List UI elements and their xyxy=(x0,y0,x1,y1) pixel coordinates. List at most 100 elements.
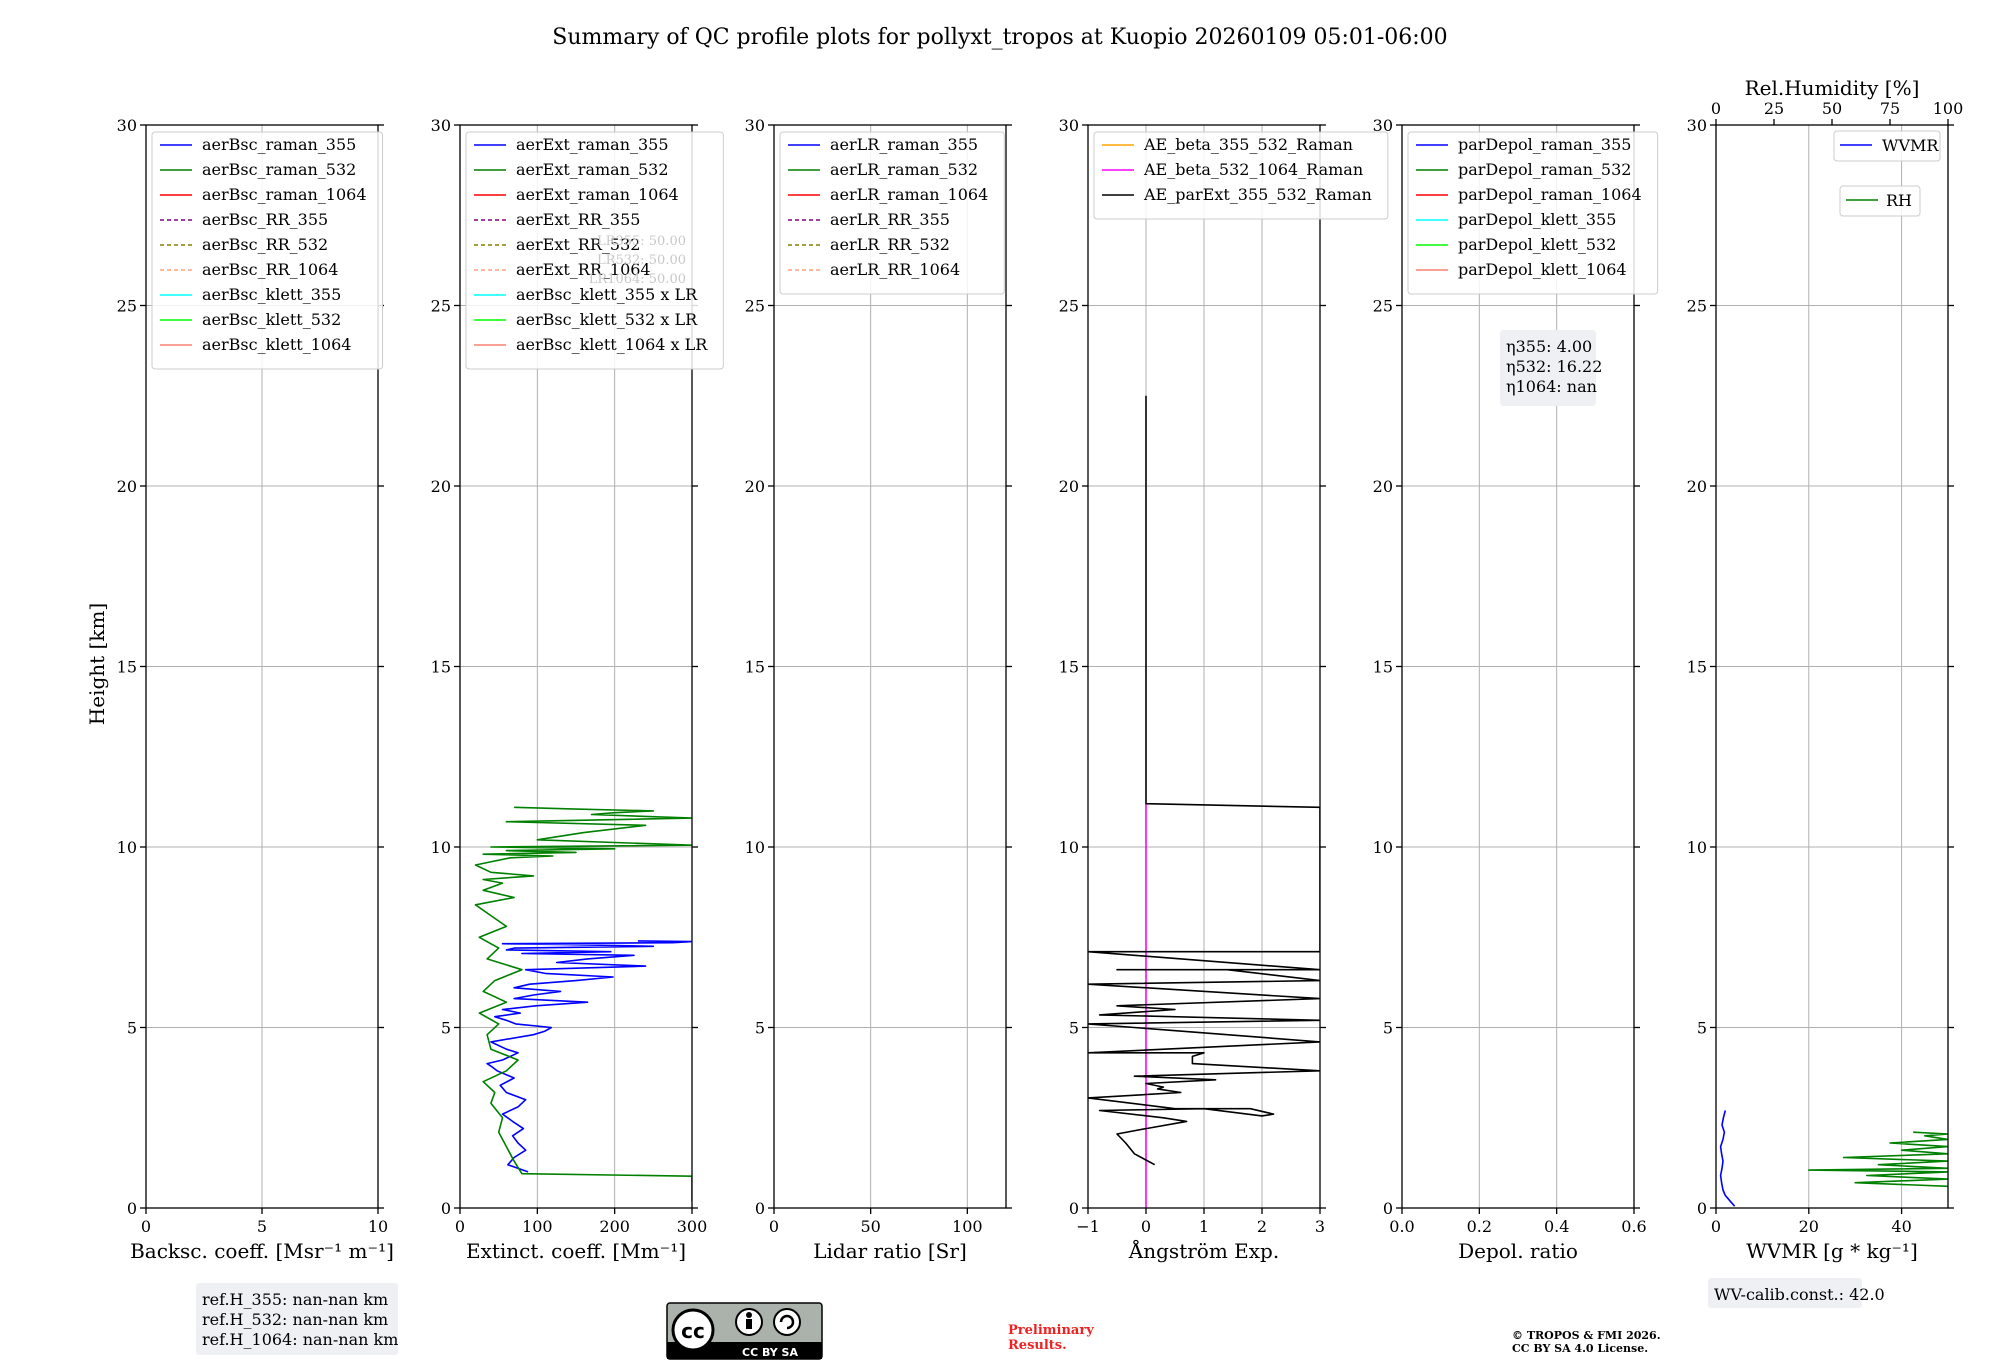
cc-icon xyxy=(671,1308,715,1352)
legend-label: aerBsc_raman_532 xyxy=(202,160,356,179)
legend-label: aerExt_RR_532 xyxy=(516,235,640,254)
reference-height-box-line: ref.H_532: nan-nan km xyxy=(202,1310,388,1329)
legend-label: parDepol_klett_1064 xyxy=(1458,260,1627,279)
y-tick-label: 10 xyxy=(1373,838,1393,857)
footer: cc CC BY SA Preliminary Results. © TROPO… xyxy=(666,1302,1661,1360)
y-tick-label: 20 xyxy=(745,477,765,496)
y-tick-label: 30 xyxy=(1373,116,1393,135)
legend-label: aerLR_raman_355 xyxy=(830,135,978,154)
top-x-tick-label: 0 xyxy=(1711,99,1721,118)
y-tick-label: 20 xyxy=(1059,477,1079,496)
legend-label: parDepol_raman_1064 xyxy=(1458,185,1642,204)
series-group xyxy=(1719,1110,1948,1207)
y-tick-label: 10 xyxy=(1059,838,1079,857)
legend-label: aerBsc_raman_355 xyxy=(202,135,356,154)
y-tick-label: 5 xyxy=(441,1019,451,1038)
panel-backscatter: 0 5 10 0 5 10 15 20 25 30 Backsc. coeff. [Msr⁻¹ m⁻… xyxy=(117,116,394,1263)
x-tick-label: 20 xyxy=(1799,1217,1819,1236)
panel-lidar_ratio: 0 50 100 0 5 10 15 20 25 30 Lidar ratio [Sr] aerLR_… xyxy=(745,116,1012,1263)
x-axis-label: Lidar ratio [Sr] xyxy=(813,1239,967,1263)
eta-box-line: η1064: nan xyxy=(1506,377,1597,396)
y-tick-label: 20 xyxy=(431,477,451,496)
x-tick-label: 0.6 xyxy=(1621,1217,1646,1236)
series-line-AE_parExt_355_532_Raman xyxy=(1088,395,1320,1166)
figure-title: Summary of QC profile plots for pollyxt_… xyxy=(552,25,1447,50)
legend-label: AE_parExt_355_532_Raman xyxy=(1143,185,1372,204)
results-label: Results. xyxy=(1008,1338,1067,1353)
legend-frame xyxy=(151,131,384,370)
panel-extinction: 0 100 200 300 0 5 10 15 20 25 30 Extinct. coeff. [M… xyxy=(431,116,724,1263)
legend-label: aerBsc_RR_355 xyxy=(202,210,328,229)
eta-box-line: η532: 16.22 xyxy=(1506,357,1602,376)
y-tick-label: 25 xyxy=(1059,297,1079,316)
x-tick-label: 0 xyxy=(1711,1217,1721,1236)
y-tick-label: 15 xyxy=(1373,658,1393,677)
y-tick-label: 10 xyxy=(745,838,765,857)
x-tick-label: 3 xyxy=(1315,1217,1325,1236)
x-tick-label: 0.2 xyxy=(1467,1217,1492,1236)
legend-label: aerBsc_RR_532 xyxy=(202,235,328,254)
copyright-line: © TROPOS & FMI 2026. xyxy=(1512,1329,1661,1342)
y-tick-label: 20 xyxy=(1373,477,1393,496)
x-tick-label: 50 xyxy=(860,1217,880,1236)
legend-label: aerExt_raman_355 xyxy=(516,135,669,154)
legend-label: RH xyxy=(1886,191,1912,210)
legend-label: parDepol_klett_355 xyxy=(1458,210,1616,229)
y-tick-label: 10 xyxy=(1687,838,1707,857)
eta-box-line: η355: 4.00 xyxy=(1506,337,1592,356)
top-x-tick-label: 100 xyxy=(1933,99,1964,118)
y-tick-label: 15 xyxy=(1059,658,1079,677)
top-x-tick-label: 75 xyxy=(1880,99,1900,118)
y-tick-label: 20 xyxy=(117,477,137,496)
preliminary-label: Preliminary xyxy=(1008,1323,1094,1338)
x-tick-label: 300 xyxy=(677,1217,708,1236)
x-axis-label: Depol. ratio xyxy=(1458,1239,1578,1263)
cc-badge-text: CC BY SA xyxy=(742,1346,798,1359)
y-tick-label: 15 xyxy=(117,658,137,677)
x-tick-label: 2 xyxy=(1257,1217,1267,1236)
series-line-aerExt_raman_532 xyxy=(474,806,692,1202)
x-tick-label: 0 xyxy=(141,1217,151,1236)
top-x-axis-label: Rel.Humidity [%] xyxy=(1745,76,1920,100)
y-tick-label: 5 xyxy=(1697,1019,1707,1038)
legend-label: aerBsc_klett_1064 x LR xyxy=(516,335,708,354)
x-axis-label: Backsc. coeff. [Msr⁻¹ m⁻¹] xyxy=(130,1239,394,1263)
top-x-tick-label: 50 xyxy=(1822,99,1842,118)
x-tick-label: 0.4 xyxy=(1544,1217,1569,1236)
y-tick-label: 30 xyxy=(745,116,765,135)
eta-box-frame xyxy=(1500,330,1596,406)
top-x-tick-label: 25 xyxy=(1764,99,1784,118)
y-tick-label: 15 xyxy=(745,658,765,677)
legend-label: aerLR_RR_1064 xyxy=(830,260,960,279)
license-line: CC BY SA 4.0 License. xyxy=(1512,1342,1648,1355)
legend-label: aerBsc_klett_355 xyxy=(202,285,341,304)
y-tick-label: 15 xyxy=(431,658,451,677)
y-tick-label: 0 xyxy=(755,1199,765,1218)
legend-frame xyxy=(465,131,724,370)
legend-frame xyxy=(1093,131,1389,220)
legend-label: aerLR_RR_355 xyxy=(830,210,950,229)
x-axis-label: WVMR [g * kg⁻¹] xyxy=(1746,1239,1918,1263)
y-tick-label: 20 xyxy=(1687,477,1707,496)
series-group xyxy=(474,806,692,1202)
y-tick-label: 30 xyxy=(1687,116,1707,135)
lr-annotation: LR532: 50.00 xyxy=(597,253,686,268)
wv-calib-box-frame xyxy=(1708,1278,1862,1308)
legend-label: aerExt_raman_532 xyxy=(516,160,669,179)
x-tick-label: 0 xyxy=(1141,1217,1151,1236)
series-group xyxy=(1088,395,1320,1208)
y-tick-label: 25 xyxy=(745,297,765,316)
x-tick-label: 200 xyxy=(599,1217,630,1236)
legend-frame xyxy=(1833,130,1941,162)
x-tick-label: 40 xyxy=(1891,1217,1911,1236)
x-tick-label: 5 xyxy=(257,1217,267,1236)
wv-calib-box: WV-calib.const.: 42.0 xyxy=(1708,1278,1885,1308)
x-tick-label: −1 xyxy=(1076,1217,1100,1236)
x-tick-label: 100 xyxy=(952,1217,983,1236)
legend-label: aerBsc_raman_1064 xyxy=(202,185,367,204)
legend-label: aerBsc_klett_532 x LR xyxy=(516,310,698,329)
